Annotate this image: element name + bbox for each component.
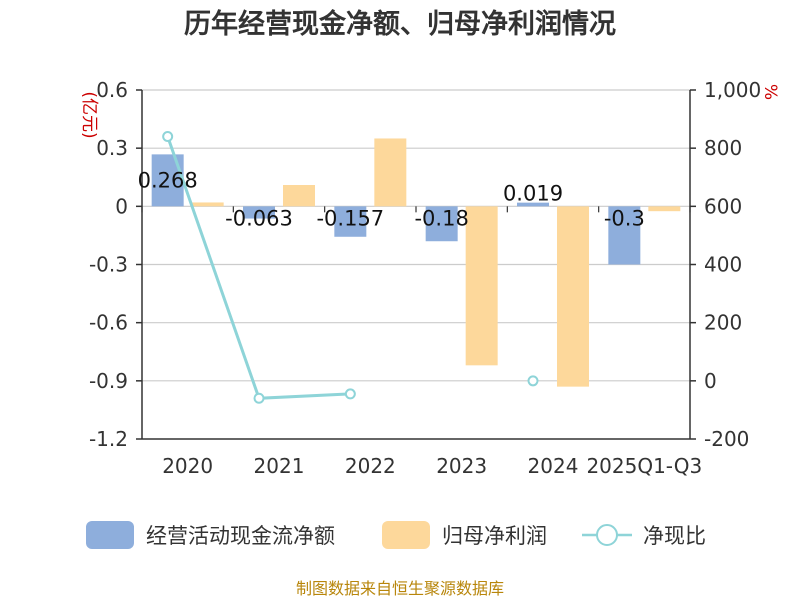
- legend-label-net-profit: 归母净利润: [442, 524, 547, 548]
- left-tick-label: -0.9: [89, 369, 128, 393]
- net-profit-bar: [191, 202, 224, 207]
- net-cash-ratio-point: [344, 388, 356, 400]
- cash-flow-bar: [243, 206, 275, 219]
- cash-flow-value-label: 0.019: [503, 182, 563, 206]
- legend-label-cash-flow: 经营活动现金流净额: [146, 524, 335, 548]
- left-tick-label: -1.2: [89, 427, 128, 451]
- right-tick-label: -200: [704, 427, 749, 451]
- left-axis-unit: (亿元): [79, 91, 99, 138]
- x-tick-label: 2022: [345, 454, 396, 478]
- cash-flow-value-label: -0.18: [414, 206, 468, 230]
- x-tick-label: 2020: [162, 454, 213, 478]
- legend-swatch-net-profit: [382, 521, 430, 549]
- cash-flow-value-label: -0.3: [604, 206, 645, 230]
- left-tick-label: 0.3: [96, 136, 128, 160]
- right-axis-unit: %: [760, 84, 780, 100]
- cash-flow-bar: [517, 202, 549, 207]
- legend-swatch-cash-flow: [86, 521, 134, 549]
- left-tick-label: 0.6: [96, 78, 128, 102]
- x-tick-label: 2024: [528, 454, 579, 478]
- right-tick-label: 1,000: [704, 78, 761, 102]
- legend-item-net-profit: 归母净利润: [382, 521, 547, 549]
- net-cash-ratio-point: [527, 375, 539, 387]
- left-tick-label: 0: [115, 194, 128, 218]
- net-profit-bar: [374, 138, 407, 207]
- right-tick-label: 800: [704, 136, 742, 160]
- legend-item-cash-flow: 经营活动现金流净额: [86, 521, 335, 549]
- legend-label-net-cash-ratio: 净现比: [643, 524, 706, 548]
- right-tick-label: 400: [704, 253, 742, 277]
- source-note: 制图数据来自恒生聚源数据库: [296, 579, 504, 598]
- legend-marker-net-cash-ratio: [596, 524, 618, 546]
- net-profit-bar: [465, 206, 498, 366]
- cash-flow-value-label: -0.063: [225, 206, 293, 230]
- right-tick-label: 200: [704, 311, 742, 335]
- net-profit-bar: [557, 206, 589, 387]
- cash-flow-value-label: -0.157: [316, 206, 384, 230]
- x-tick-label: 2025Q1-Q3: [586, 454, 702, 478]
- cash-flow-bar: [425, 206, 458, 242]
- chart-title: 历年经营现金净额、归母净利润情况: [184, 8, 616, 40]
- net-profit-bar: [648, 206, 681, 212]
- cash-flow-bar: [608, 206, 641, 265]
- cash-flow-value-label: 0.268: [138, 168, 198, 192]
- right-tick-label: 600: [704, 194, 742, 218]
- left-tick-label: -0.6: [89, 311, 128, 335]
- cash-flow-bar: [334, 206, 367, 237]
- net-cash-ratio-point: [253, 392, 265, 404]
- net-profit-bar: [283, 185, 315, 207]
- net-cash-ratio-point: [162, 131, 174, 143]
- x-tick-label: 2021: [254, 454, 305, 478]
- left-tick-label: -0.3: [89, 253, 128, 277]
- legend-item-net-cash-ratio: 净现比: [582, 524, 706, 548]
- right-tick-label: 0: [704, 369, 717, 393]
- x-tick-label: 2023: [436, 454, 487, 478]
